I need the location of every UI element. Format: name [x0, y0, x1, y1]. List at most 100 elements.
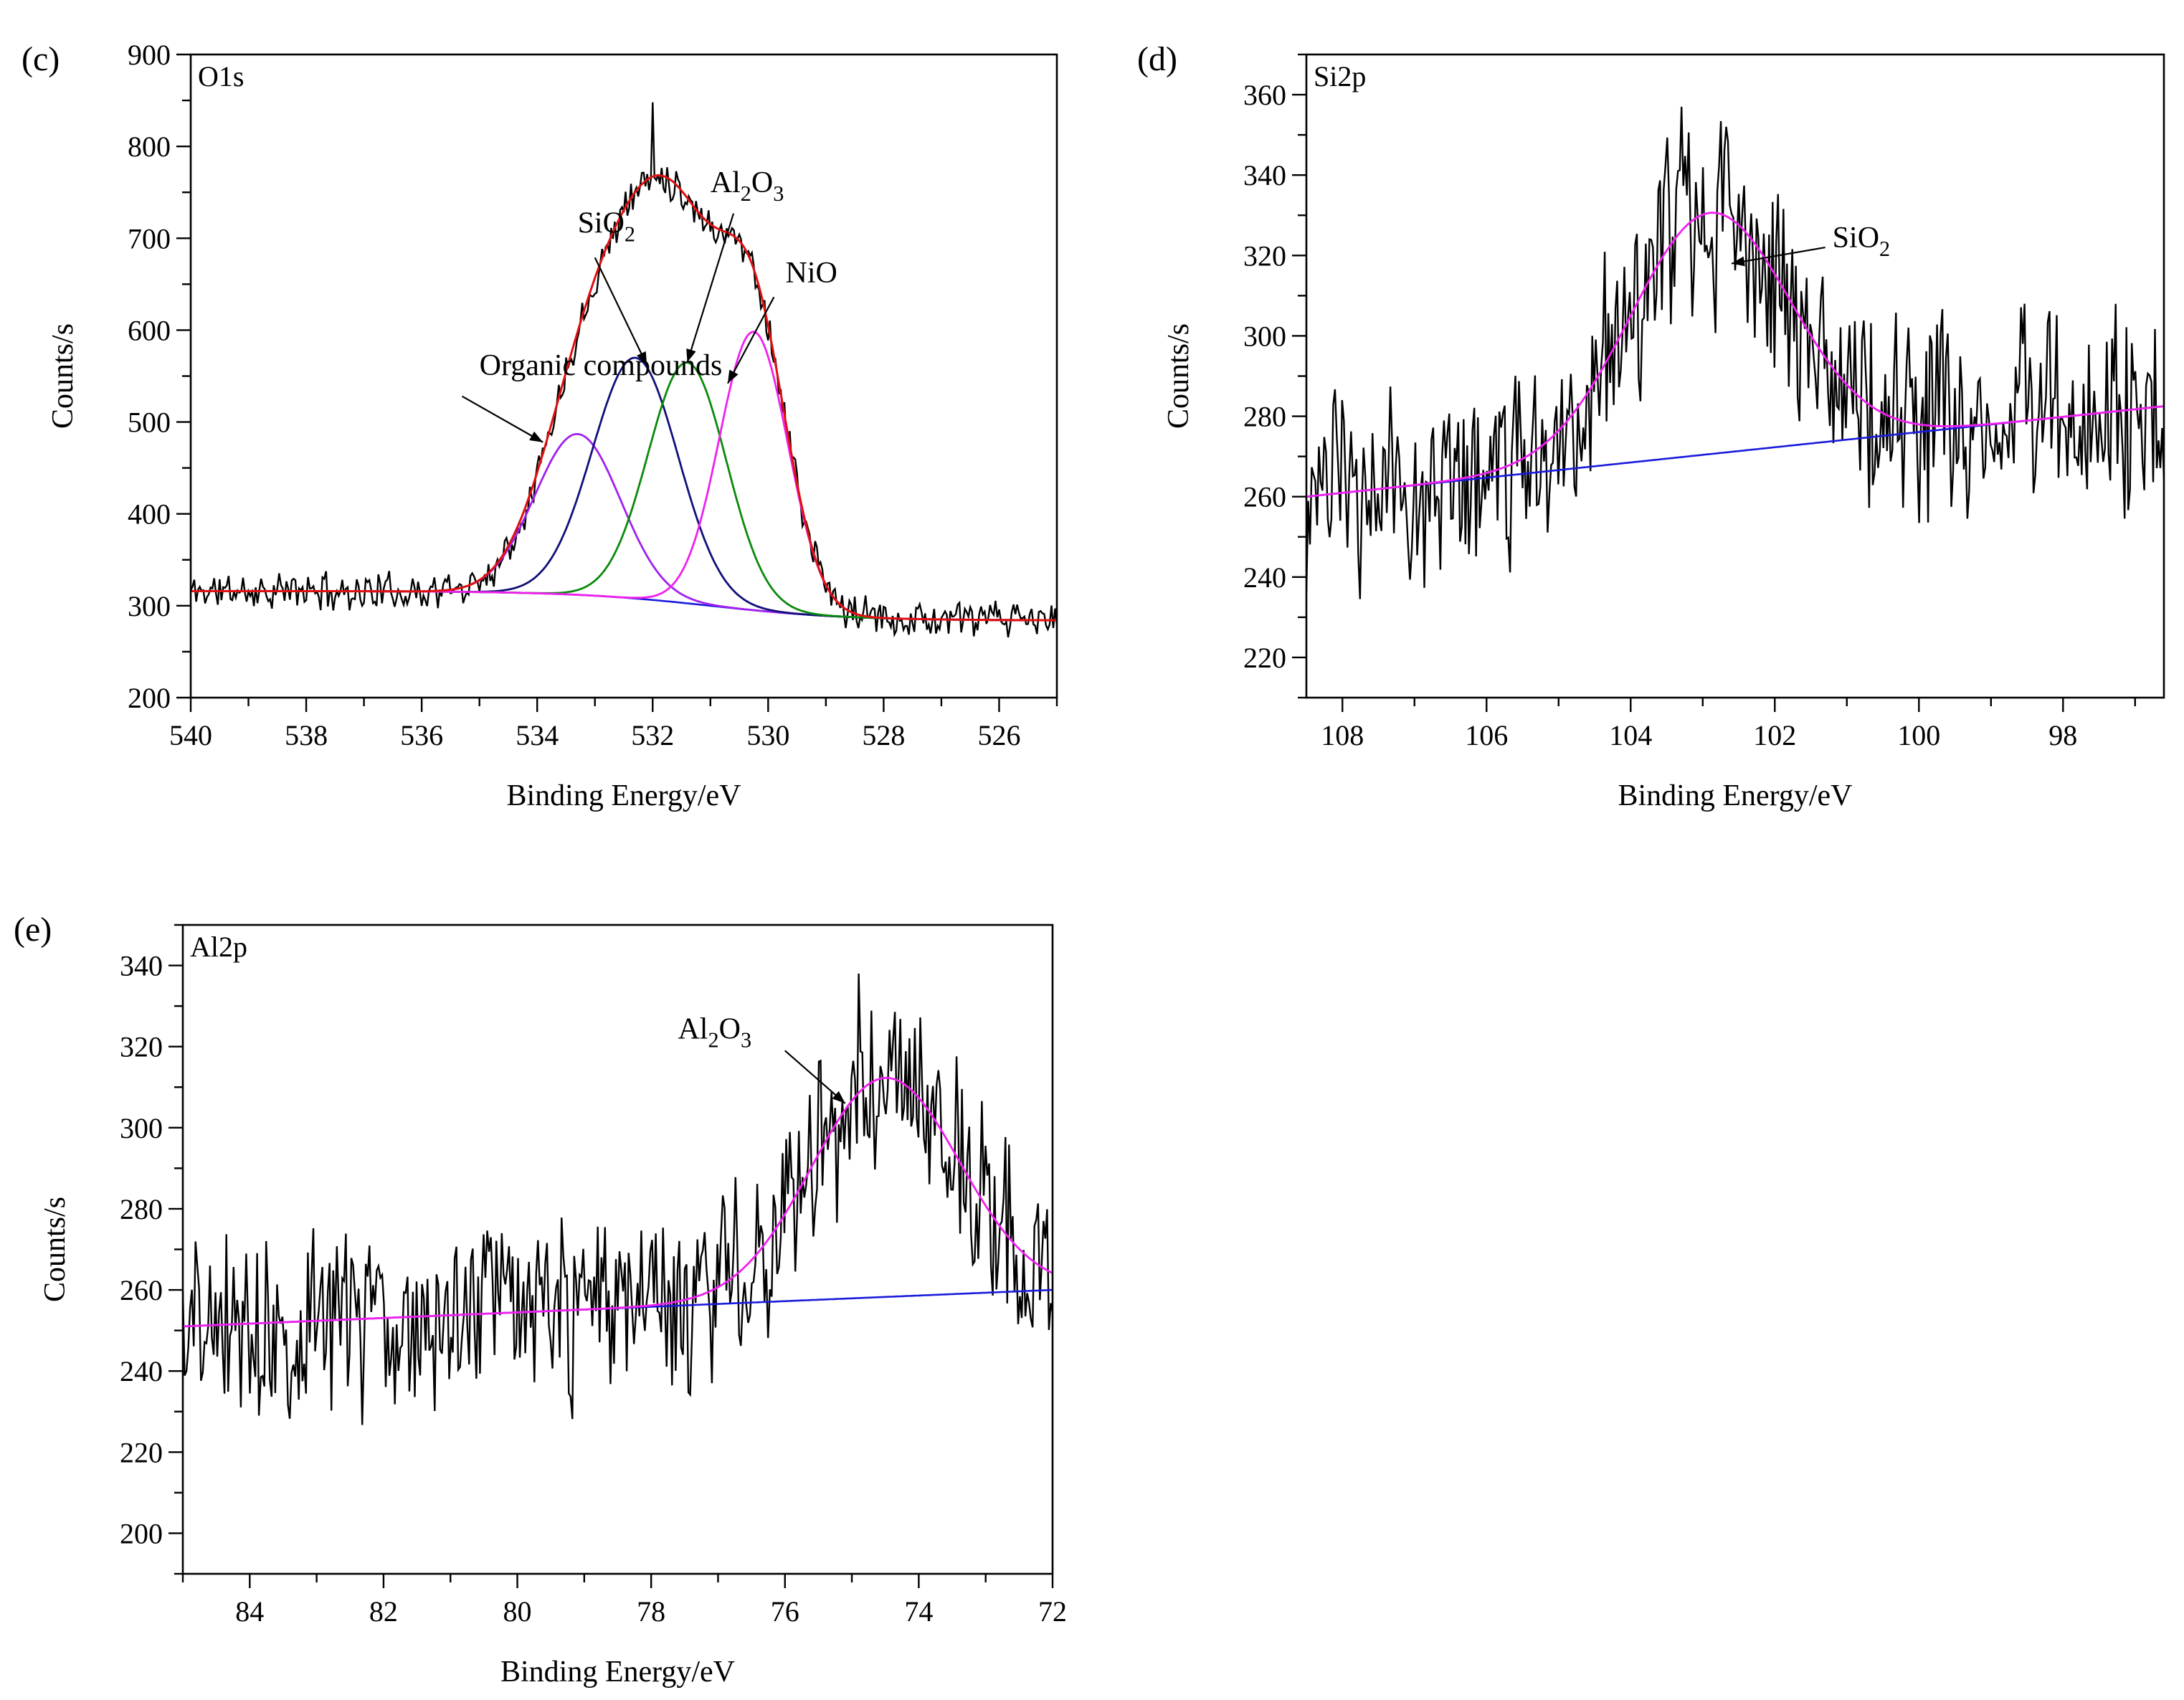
y-tick-label: 220: [120, 1436, 163, 1468]
x-axis-label: Binding Energy/eV: [1618, 779, 1852, 812]
x-tick-label: 76: [771, 1595, 799, 1628]
annotation-text: O: [751, 166, 773, 199]
x-tick-label: 534: [516, 719, 559, 751]
annotation-arrow-line: [461, 395, 543, 443]
annotation-label: Al2O3: [711, 166, 784, 206]
x-tick-label: 526: [977, 719, 1020, 751]
fit-envelope-line: [191, 174, 1057, 622]
x-tick-label: 532: [631, 719, 674, 751]
annotation-text: Al: [678, 1012, 708, 1045]
annotation-arrow-line: [784, 1050, 846, 1104]
panel-e: 200 220 240 260 280 300 320 340 84 82 80 78 76 74 72 Bi…: [14, 911, 1067, 1689]
y-tick-label: 260: [120, 1274, 163, 1306]
y-tick-label: 500: [128, 407, 171, 439]
annotation-label: Al2O3: [678, 1012, 751, 1052]
peak-fit-al2o3: [183, 1077, 1053, 1328]
y-tick-label: 300: [128, 590, 171, 622]
panel-c: 200 300 400 500 600 700 800 900 540 538 536 534 532 5…: [22, 39, 1058, 812]
x-tick-label: 98: [2048, 719, 2077, 751]
x-tick-label: 108: [1321, 719, 1364, 751]
y-tick-label: 220: [1243, 642, 1286, 674]
peak-fit-sio2: [191, 356, 1057, 622]
annotation-label: Organic compounds: [480, 349, 723, 382]
y-tick-label: 340: [120, 950, 163, 982]
x-tick-label: 102: [1753, 719, 1796, 751]
peak-fit-sio2: [1306, 212, 2164, 498]
y-tick-label: 300: [1243, 320, 1286, 352]
y-tick-label: 280: [120, 1193, 163, 1225]
y-tick-label: 240: [1243, 561, 1286, 594]
annotation-arrow-line: [686, 213, 735, 363]
y-tick-label: 300: [120, 1112, 163, 1144]
y-tick-label: 600: [128, 314, 171, 346]
annotation-text: O: [719, 1012, 741, 1045]
spectrum-title: O1s: [198, 60, 244, 92]
annotation-label: NiO: [785, 257, 837, 290]
annotation-text: SiO: [1833, 222, 1879, 255]
peak-fit-al2o3: [191, 361, 1057, 622]
y-tick-label: 400: [128, 498, 171, 531]
x-tick-label: 528: [862, 719, 905, 751]
x-tick-label: 538: [285, 719, 328, 751]
x-tick-label: 106: [1465, 719, 1508, 751]
x-tick-label: 72: [1038, 1595, 1067, 1628]
y-tick-label: 200: [128, 682, 171, 714]
x-tick-label: 104: [1609, 719, 1652, 751]
annotation-arrow-line: [726, 296, 775, 384]
curves-e: [183, 973, 1053, 1425]
y-tick-label: 800: [128, 130, 171, 163]
y-tick-label: 280: [1243, 401, 1286, 433]
x-axis-label: Binding Energy/eV: [506, 779, 741, 812]
annotation-arrowhead: [637, 351, 647, 366]
annotation-text: NiO: [785, 257, 837, 290]
y-axis-label: Counts/s: [47, 323, 80, 429]
x-tick-label: 78: [637, 1595, 665, 1628]
annotation-subscript: 2: [741, 181, 751, 206]
peak-fit-organic-compounds: [191, 433, 1057, 622]
annotation-text: SiO: [578, 207, 625, 240]
x-axis-label: Binding Energy/eV: [500, 1656, 735, 1689]
panel-label: (c): [22, 40, 60, 78]
x-tick-label: 530: [746, 719, 789, 751]
annotation-arrowhead: [832, 1091, 845, 1103]
y-tick-label: 320: [120, 1031, 163, 1063]
x-tick-label: 540: [169, 719, 212, 751]
y-tick-label: 340: [1243, 159, 1286, 191]
annotation-arrowhead: [686, 348, 696, 363]
annotation-subscript: 3: [741, 1027, 751, 1052]
annotation-subscript: 3: [773, 181, 784, 206]
panel-label: (e): [14, 911, 52, 949]
plot-frame: [1305, 53, 2165, 699]
annotation-subscript: 2: [1879, 237, 1890, 261]
curves-c: [191, 102, 1057, 638]
raw-data-line: [1306, 106, 2164, 599]
y-tick-label: 360: [1243, 79, 1286, 111]
annotation-arrowhead: [727, 369, 739, 384]
panel-label: (d): [1137, 40, 1177, 78]
y-tick-label: 900: [128, 39, 171, 71]
spectrum-title: Al2p: [190, 931, 247, 963]
x-tick-label: 84: [235, 1595, 264, 1628]
y-tick-label: 320: [1243, 239, 1286, 272]
annotation-text: Al: [711, 166, 741, 199]
annotation-label: SiO2: [1833, 222, 1890, 261]
annotation-subscript: 2: [708, 1027, 718, 1052]
annotation-arrowhead: [529, 431, 543, 442]
y-tick-label: 240: [120, 1355, 163, 1387]
panel-d: 220 240 260 280 300 320 340 360 108 106 104 102 100 9…: [1137, 40, 2165, 812]
x-tick-label: 100: [1897, 719, 1940, 751]
y-tick-label: 700: [128, 222, 171, 255]
y-tick-label: 260: [1243, 481, 1286, 513]
annotation-arrow-line: [594, 257, 648, 366]
spectrum-title: Si2p: [1314, 60, 1366, 92]
raw-data-line: [183, 973, 1053, 1425]
annotation-arrowhead: [1731, 256, 1745, 267]
y-axis-label: Counts/s: [39, 1197, 72, 1302]
y-axis-label: Counts/s: [1162, 323, 1195, 429]
y-tick-label: 200: [120, 1517, 163, 1549]
annotation-label: SiO2: [578, 207, 635, 247]
x-tick-label: 536: [400, 719, 443, 751]
annotation-text: Organic compounds: [480, 349, 723, 382]
x-tick-label: 80: [503, 1595, 532, 1628]
